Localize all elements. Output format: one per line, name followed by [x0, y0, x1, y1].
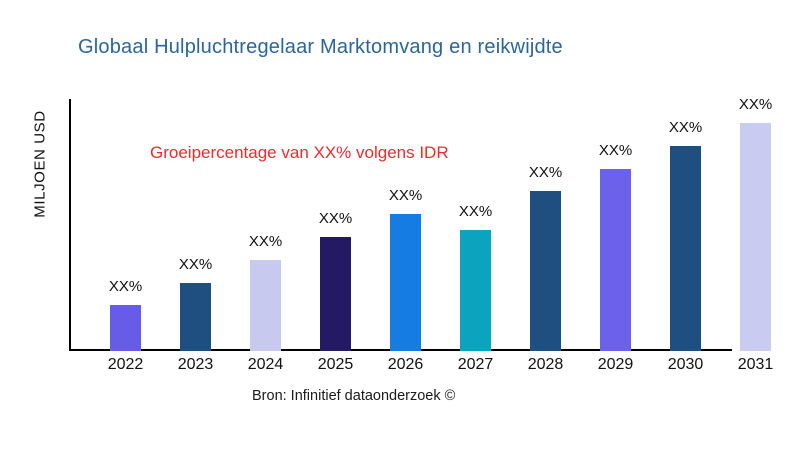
- bar-value-label-2026: XX%: [388, 187, 423, 204]
- bar-2022: [110, 305, 141, 351]
- bar-value-label-2024: XX%: [248, 233, 283, 250]
- bar-value-label-2025: XX%: [318, 210, 353, 227]
- bar-value-label-2030: XX%: [668, 119, 703, 136]
- bar-value-label-2028: XX%: [528, 164, 563, 181]
- bar-2024: [250, 260, 281, 351]
- bar-value-label-2031: XX%: [738, 96, 773, 113]
- bar-value-label-2029: XX%: [598, 142, 633, 159]
- bar-value-label-2027: XX%: [458, 203, 493, 220]
- x-tick-label-2025: 2025: [317, 356, 354, 373]
- x-tick-label-2026: 2026: [387, 356, 424, 373]
- source-caption: Bron: Infinitief dataonderzoek ©: [252, 388, 456, 404]
- bar-2031: [740, 123, 771, 351]
- x-tick-label-2022: 2022: [107, 356, 144, 373]
- y-axis-label: MILJOEN USD: [31, 110, 49, 218]
- y-axis-line: [69, 99, 71, 351]
- x-tick-label-2028: 2028: [527, 356, 564, 373]
- bar-value-label-2022: XX%: [108, 278, 143, 295]
- x-tick-label-2029: 2029: [597, 356, 634, 373]
- x-tick-label-2030: 2030: [667, 356, 704, 373]
- bar-2026: [390, 214, 421, 351]
- bar-2025: [320, 237, 351, 351]
- bar-value-label-2023: XX%: [178, 256, 213, 273]
- bar-2027: [460, 230, 491, 351]
- chart-title: Globaal Hulpluchtregelaar Marktomvang en…: [78, 36, 563, 58]
- x-tick-label-2031: 2031: [737, 356, 774, 373]
- bar-2030: [670, 146, 701, 351]
- bar-2029: [600, 169, 631, 351]
- growth-rate-annotation: Groeipercentage van XX% volgens IDR: [150, 143, 449, 162]
- bar-2028: [530, 191, 561, 351]
- x-tick-label-2023: 2023: [177, 356, 214, 373]
- bar-2023: [180, 283, 211, 351]
- x-tick-label-2024: 2024: [247, 356, 284, 373]
- x-tick-label-2027: 2027: [457, 356, 494, 373]
